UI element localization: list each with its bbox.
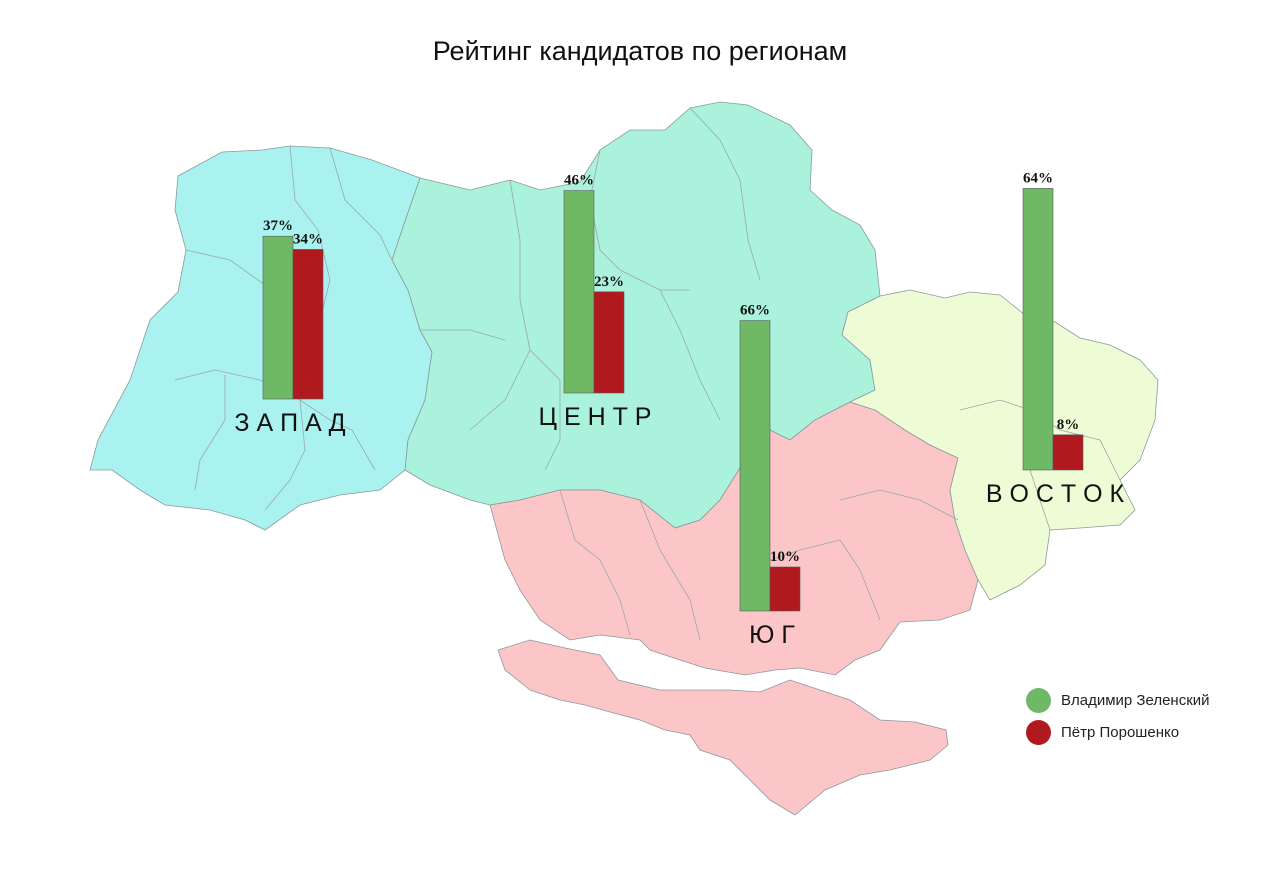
bar-poroshenko-0 xyxy=(292,249,324,400)
legend-dot-zelensky xyxy=(1026,687,1051,713)
region-label-1: Ц Е Н Т Р xyxy=(539,403,652,431)
labels-layer: 37%34% З А П А Д 46% 23% Ц Е Н Т Р 66% 10% Ю Г 6… xyxy=(234,170,1124,649)
region-crimea xyxy=(497,639,949,816)
bar-poroshenko-2 xyxy=(769,566,801,612)
value-label-poroshenko-3: 8% xyxy=(1057,417,1080,433)
legend: Владимир Зеленский Пётр Порошенко xyxy=(1026,684,1210,748)
legend-item-poroshenko: Пётр Порошенко xyxy=(1026,716,1210,748)
legend-label-zelensky: Владимир Зеленский xyxy=(1061,691,1210,709)
region-label-0: З А П А Д xyxy=(234,409,345,437)
legend-label-poroshenko: Пётр Порошенко xyxy=(1061,723,1180,741)
bar-zelensky-1 xyxy=(563,190,595,394)
value-label-zelensky-1: 46% xyxy=(564,173,594,189)
value-label-zelensky-3: 64% xyxy=(1023,170,1053,186)
chart-title: Рейтинг кандидатов по регионам xyxy=(432,36,848,66)
bar-zelensky-3 xyxy=(1022,188,1054,471)
bar-zelensky-0 xyxy=(262,235,294,400)
value-label-poroshenko-0: 34% xyxy=(293,231,323,247)
legend-item-zelensky: Владимир Зеленский xyxy=(1026,684,1210,716)
bars-layer xyxy=(262,188,1084,612)
legend-dot-poroshenko xyxy=(1026,719,1051,745)
bar-poroshenko-1 xyxy=(593,291,625,394)
bar-poroshenko-3 xyxy=(1052,434,1084,471)
bar-zelensky-2 xyxy=(739,320,771,612)
value-label-zelensky-2: 66% xyxy=(740,303,770,319)
region-west xyxy=(89,145,433,531)
region-label-3: В О С Т О К xyxy=(986,480,1125,508)
value-label-zelensky-0: 37% xyxy=(263,218,293,234)
region-label-2: Ю Г xyxy=(749,621,795,649)
value-label-poroshenko-1: 23% xyxy=(594,274,624,290)
value-label-poroshenko-2: 10% xyxy=(770,549,800,565)
